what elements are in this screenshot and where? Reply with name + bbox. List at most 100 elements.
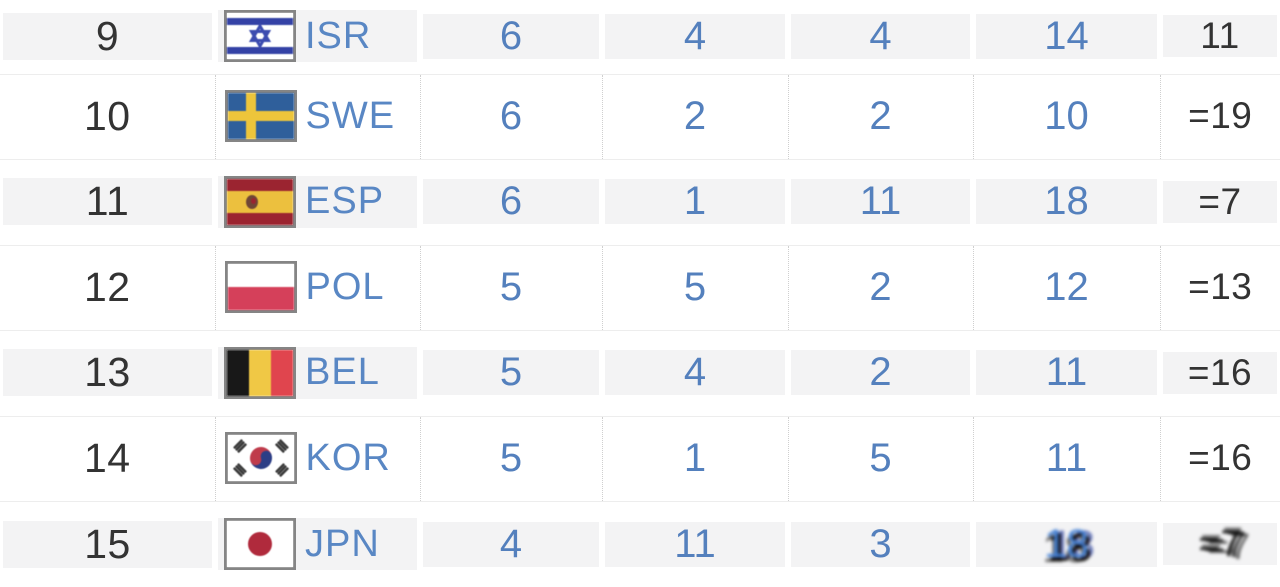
total-rank-cell: =7	[1160, 159, 1280, 245]
silver-cell: 2	[601, 73, 788, 160]
gold-cell: 4	[420, 501, 602, 587]
flag-esp-icon	[224, 175, 296, 228]
rank-value: 13	[84, 349, 131, 396]
total-cell: 10	[972, 73, 1160, 160]
rank-by-total-value: =16	[1188, 437, 1253, 479]
bronze-count: 2	[869, 93, 892, 138]
silver-cell: 4	[602, 0, 788, 74]
rank-cell: 14	[0, 415, 215, 502]
total-rank-cell: =16	[1160, 330, 1280, 416]
silver-cell: 11	[602, 501, 788, 587]
rank-by-total-value: =13	[1188, 266, 1253, 308]
bronze-count: 2	[869, 264, 892, 309]
flag-isr-icon	[224, 10, 296, 63]
country-code-link[interactable]: ESP	[305, 180, 385, 223]
total-cell: 11	[973, 330, 1160, 416]
bronze-cell: 11	[788, 159, 973, 245]
flag-swe-icon	[224, 90, 297, 143]
country-code-link[interactable]: KOR	[305, 436, 391, 479]
bronze-cell: 2	[788, 330, 973, 416]
total-count: 12	[1044, 264, 1089, 309]
country-cell: JPN	[215, 501, 420, 587]
rank-cell: 15	[0, 501, 215, 587]
rank-by-total-value: =19	[1188, 95, 1253, 137]
total-cell: 12	[972, 244, 1160, 331]
medal-table-row: 14 KOR 5 1 5 11 =16	[0, 415, 1280, 502]
gold-cell: 6	[419, 73, 602, 160]
country-cell: ISR	[215, 0, 420, 74]
country-cell: SWE	[214, 73, 420, 160]
bronze-cell: 3	[788, 501, 973, 587]
rank-value: 15	[84, 520, 131, 567]
rank-by-total-value: =16	[1187, 351, 1253, 393]
gold-cell: 5	[419, 244, 602, 331]
silver-count: 1	[683, 179, 707, 224]
silver-count: 4	[683, 350, 707, 395]
silver-cell: 1	[601, 415, 788, 502]
medal-table-row: 12 POL 5 5 2 12 =13	[0, 244, 1280, 331]
rank-value: 14	[83, 434, 131, 481]
rank-by-total-value: =7	[1198, 180, 1242, 222]
country-code-link[interactable]: BEL	[305, 351, 380, 394]
country-code-link[interactable]: SWE	[305, 94, 396, 137]
total-count: 18	[1044, 179, 1089, 224]
gold-count: 5	[499, 350, 523, 395]
country-cell: ESP	[215, 159, 420, 245]
silver-count: 1	[683, 435, 707, 480]
total-cell: 14	[973, 0, 1160, 74]
silver-count: 4	[683, 13, 707, 58]
silver-cell: 5	[601, 244, 788, 331]
country-code-link[interactable]: ISR	[305, 14, 372, 57]
bronze-count: 5	[869, 435, 892, 480]
silver-count: 5	[683, 264, 707, 309]
medal-table-row: 11 ESP 6 1 11 18 =7	[0, 159, 1280, 245]
total-count: 10	[1044, 93, 1089, 138]
bronze-cell: 2	[787, 244, 973, 331]
gold-count: 6	[499, 13, 523, 58]
gold-cell: 6	[420, 159, 602, 245]
rank-by-total-value: 11	[1200, 15, 1240, 57]
medal-table-row: 10 SWE 6 2 2 10 =19	[0, 73, 1280, 160]
medal-table-row: 9 ISR 6 4 4 14 11	[0, 0, 1280, 74]
total-rank-cell: 11	[1160, 0, 1280, 74]
rank-cell: 11	[0, 159, 215, 245]
rank-by-total-value: =7	[1198, 523, 1242, 564]
rank-value: 9	[95, 12, 120, 59]
bronze-count: 2	[869, 350, 892, 395]
country-code-link[interactable]: JPN	[305, 522, 380, 565]
silver-count: 11	[674, 521, 716, 566]
total-count: 11	[1045, 435, 1088, 480]
total-rank-cell: =13	[1159, 244, 1280, 331]
bronze-count: 3	[869, 521, 892, 566]
total-count: 11	[1045, 350, 1088, 395]
gold-count: 4	[499, 521, 523, 566]
country-code-link[interactable]: POL	[305, 265, 385, 308]
medal-table-row: 15 JPN 4 11 3 18 =7	[0, 501, 1280, 587]
total-rank-cell: =7	[1160, 501, 1280, 587]
bronze-cell: 2	[787, 73, 973, 160]
flag-jpn-icon	[224, 518, 296, 570]
bronze-count: 4	[869, 13, 892, 58]
gold-count: 6	[499, 93, 523, 138]
country-cell: BEL	[215, 330, 420, 416]
total-cell: 18	[973, 159, 1160, 245]
silver-cell: 1	[602, 159, 788, 245]
gold-cell: 6	[420, 0, 602, 74]
gold-count: 5	[499, 264, 523, 309]
total-rank-cell: =19	[1159, 73, 1280, 160]
country-cell: POL	[214, 244, 420, 331]
total-count: 14	[1044, 13, 1089, 58]
rank-cell: 9	[0, 0, 215, 74]
rank-cell: 13	[0, 330, 215, 416]
bronze-cell: 4	[788, 0, 973, 74]
flag-bel-icon	[224, 346, 296, 399]
total-cell: 18	[973, 501, 1160, 587]
gold-count: 5	[499, 435, 523, 480]
silver-cell: 4	[602, 330, 788, 416]
gold-cell: 5	[419, 415, 602, 502]
flag-kor-icon	[224, 432, 297, 485]
medal-table-row: 13 BEL 5 4 2 11 =16	[0, 330, 1280, 416]
total-cell: 11	[972, 415, 1160, 502]
